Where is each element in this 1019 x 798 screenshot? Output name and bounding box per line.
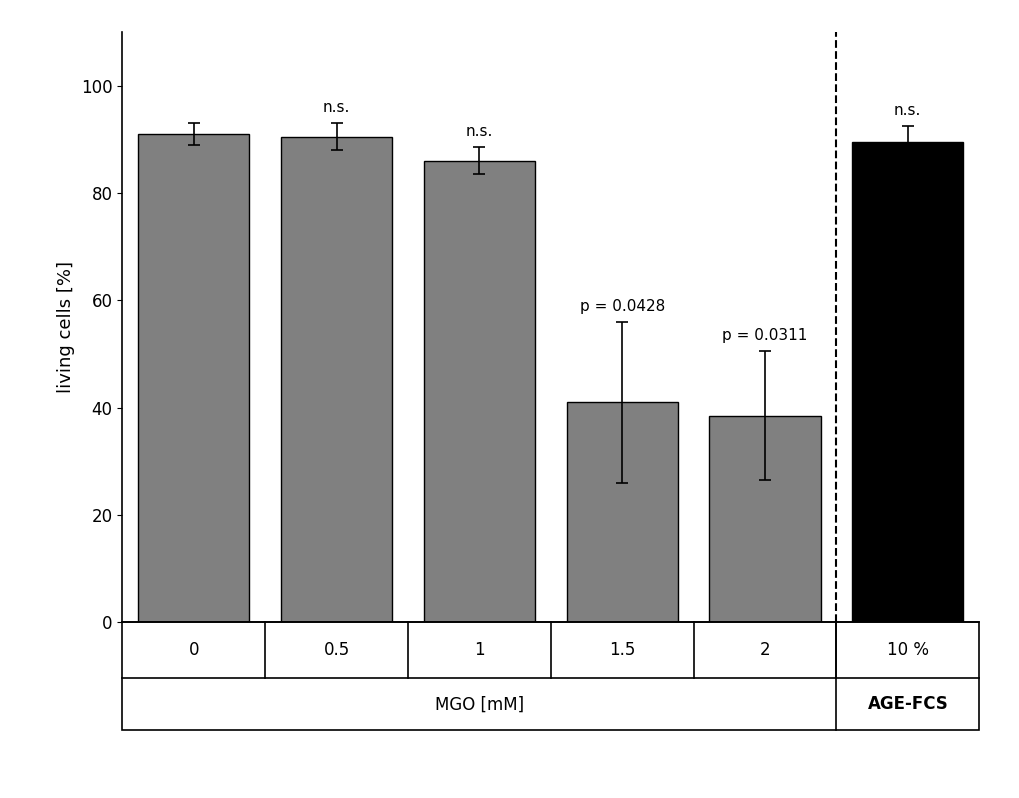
Text: p = 0.0428: p = 0.0428 bbox=[579, 298, 664, 314]
Text: 0.5: 0.5 bbox=[323, 642, 350, 659]
Bar bbox=[280, 136, 392, 622]
Bar bbox=[708, 416, 820, 622]
Text: p = 0.0311: p = 0.0311 bbox=[721, 328, 807, 343]
Bar bbox=[566, 402, 678, 622]
Y-axis label: living cells [%]: living cells [%] bbox=[57, 261, 75, 393]
Text: 2: 2 bbox=[759, 642, 769, 659]
Text: 0: 0 bbox=[189, 642, 199, 659]
Text: 10 %: 10 % bbox=[886, 642, 928, 659]
Bar bbox=[138, 134, 250, 622]
Text: MGO [mM]: MGO [mM] bbox=[434, 695, 524, 713]
Text: AGE-FCS: AGE-FCS bbox=[866, 695, 948, 713]
Bar bbox=[423, 160, 535, 622]
Text: n.s.: n.s. bbox=[466, 124, 492, 140]
Bar bbox=[851, 142, 963, 622]
Text: 1.5: 1.5 bbox=[608, 642, 635, 659]
Text: 1: 1 bbox=[474, 642, 484, 659]
Text: n.s.: n.s. bbox=[894, 103, 920, 118]
Text: n.s.: n.s. bbox=[323, 100, 350, 115]
